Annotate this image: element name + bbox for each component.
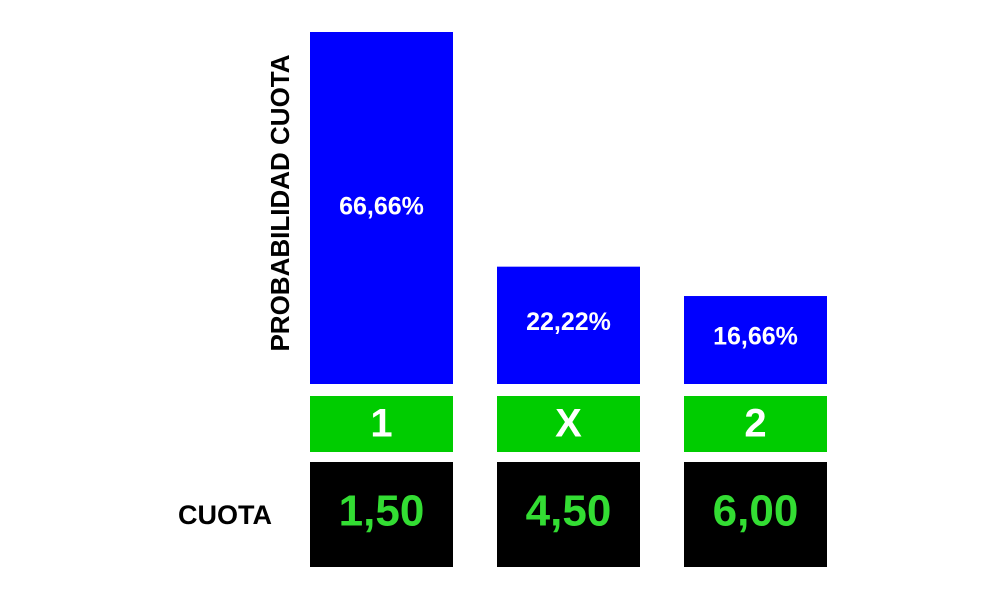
odds-box — [310, 462, 453, 567]
value-label: 16,66% — [713, 323, 798, 351]
odds-value: 1,50 — [339, 487, 425, 536]
x-tick-label: 2 — [744, 402, 766, 446]
odds-box — [497, 462, 640, 567]
odds-label: CUOTA — [178, 500, 272, 530]
x-tick-label: X — [555, 402, 582, 446]
y-axis-label: PROBABILIDAD CUOTA — [265, 54, 295, 351]
value-label: 22,22% — [526, 308, 611, 336]
category-box — [684, 396, 827, 452]
odds-value: 6,00 — [713, 487, 799, 536]
odds-value: 4,50 — [526, 487, 612, 536]
x-tick-label: 1 — [370, 402, 392, 446]
category-box — [310, 396, 453, 452]
odds-box — [684, 462, 827, 567]
category-box — [497, 396, 640, 452]
bar — [310, 32, 453, 384]
bar — [497, 266, 640, 384]
value-label: 66,66% — [339, 193, 424, 221]
bar — [684, 296, 827, 384]
